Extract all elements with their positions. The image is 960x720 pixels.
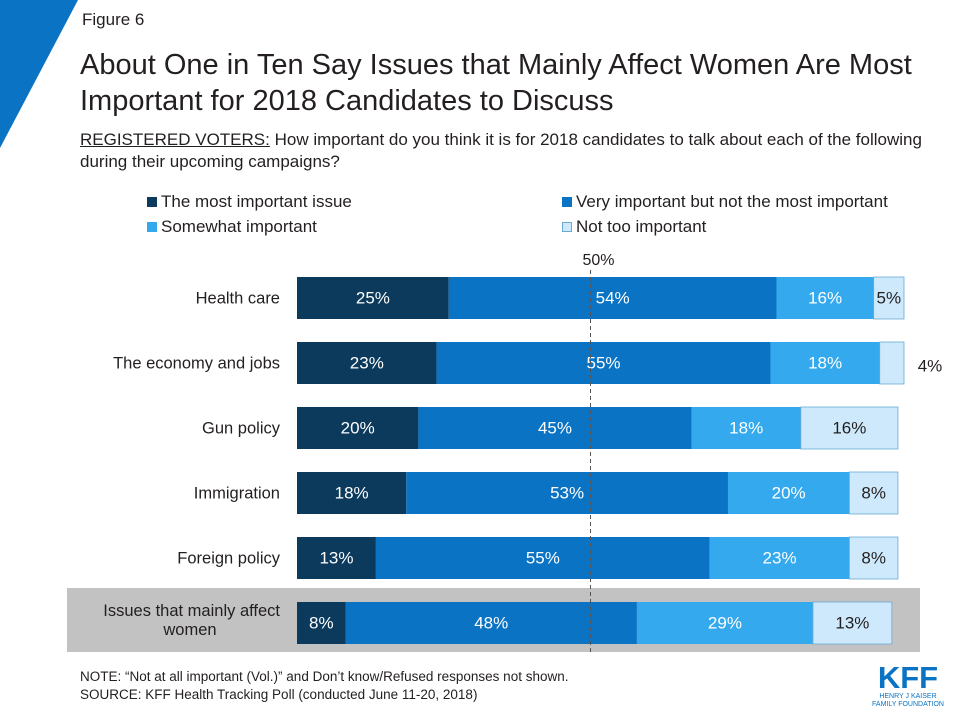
bar-segment xyxy=(812,601,893,645)
legend-label: Very important but not the most importan… xyxy=(576,192,888,211)
logo-line-1: HENRY J KAISER xyxy=(879,693,936,700)
bar-segment xyxy=(375,537,710,579)
legend-item-somewhat-important: Somewhat important xyxy=(147,217,317,237)
data-label: 13% xyxy=(835,613,869,632)
bar-segment xyxy=(848,471,899,515)
bar-segment xyxy=(800,406,899,450)
category-label: Gun policy xyxy=(202,419,281,437)
subtitle-prefix: REGISTERED VOTERS: xyxy=(80,130,270,149)
legend-item-very-important: Very important but not the most importan… xyxy=(562,192,888,212)
source-text: SOURCE: KFF Health Tracking Poll (conduc… xyxy=(80,687,478,702)
data-label: 25% xyxy=(356,288,390,307)
bar-segment xyxy=(297,537,376,579)
bar-segment xyxy=(873,276,905,320)
bar-segment xyxy=(418,407,692,449)
bar-segment xyxy=(879,341,905,385)
data-label: 23% xyxy=(763,548,797,567)
legend-label: Somewhat important xyxy=(161,217,317,236)
bar-segment xyxy=(709,537,850,579)
bar-segment xyxy=(297,472,407,514)
data-label: 8% xyxy=(861,548,886,567)
data-label: 4% xyxy=(918,356,943,375)
bar-segment xyxy=(770,342,880,384)
data-label: 54% xyxy=(596,288,630,307)
logo-line-2: FAMILY FOUNDATION xyxy=(872,701,944,708)
legend-label: The most important issue xyxy=(161,192,352,211)
data-label: 5% xyxy=(877,288,902,307)
corner-accent xyxy=(0,0,78,148)
data-label: 29% xyxy=(708,613,742,632)
data-label: 55% xyxy=(587,353,621,372)
category-label: Foreign policy xyxy=(177,549,280,567)
bar-segment xyxy=(297,602,346,644)
data-label: 18% xyxy=(335,483,369,502)
bar-segment xyxy=(727,472,850,514)
reference-line-label: 50% xyxy=(582,252,614,269)
data-label: 16% xyxy=(808,288,842,307)
bar-segment xyxy=(406,472,728,514)
data-label: 45% xyxy=(538,418,572,437)
legend-swatch xyxy=(147,222,157,232)
data-label: 8% xyxy=(309,613,334,632)
data-label: 16% xyxy=(832,418,866,437)
category-label: The economy and jobs xyxy=(113,354,280,372)
bar-segment xyxy=(345,602,637,644)
legend-item-most-important: The most important issue xyxy=(147,192,352,212)
data-label: 20% xyxy=(772,483,806,502)
category-label: Issues that mainly affect women xyxy=(103,602,280,639)
figure-label: Figure 6 xyxy=(82,10,145,29)
data-label: 13% xyxy=(319,548,353,567)
chart-subtitle: REGISTERED VOTERS: How important do you … xyxy=(80,129,940,173)
logo-wordmark: KFF xyxy=(878,660,938,695)
bar-segment xyxy=(297,407,419,449)
bar-segment xyxy=(297,277,449,319)
data-label: 48% xyxy=(474,613,508,632)
bar-segment xyxy=(776,277,874,319)
data-label: 23% xyxy=(350,353,384,372)
footnote: NOTE: “Not at all important (Vol.)” and … xyxy=(80,668,568,704)
bar-segment xyxy=(448,277,777,319)
data-label: 18% xyxy=(808,353,842,372)
chart-title: About One in Ten Say Issues that Mainly … xyxy=(80,49,912,117)
legend-item-not-too-important: Not too important xyxy=(562,217,706,237)
bar-segment xyxy=(691,407,801,449)
bar-segment xyxy=(848,536,899,580)
category-label: Health care xyxy=(196,289,280,307)
data-label: 20% xyxy=(341,418,375,437)
legend-swatch xyxy=(562,197,572,207)
bar-segment xyxy=(297,342,437,384)
subtitle-text: How important do you think it is for 201… xyxy=(80,130,922,171)
legend-swatch xyxy=(147,197,157,207)
kff-logo: KFF HENRY J KAISER FAMILY FOUNDATION xyxy=(872,660,944,708)
bar-segment xyxy=(636,602,813,644)
category-label: Immigration xyxy=(194,484,280,502)
data-label: 53% xyxy=(550,483,584,502)
bar-segment xyxy=(436,342,771,384)
data-label: 18% xyxy=(729,418,763,437)
legend-label: Not too important xyxy=(576,217,707,236)
data-label: 8% xyxy=(861,483,886,502)
legend-swatch xyxy=(562,222,572,232)
data-label: 55% xyxy=(526,548,560,567)
note-text: NOTE: “Not at all important (Vol.)” and … xyxy=(80,669,569,684)
